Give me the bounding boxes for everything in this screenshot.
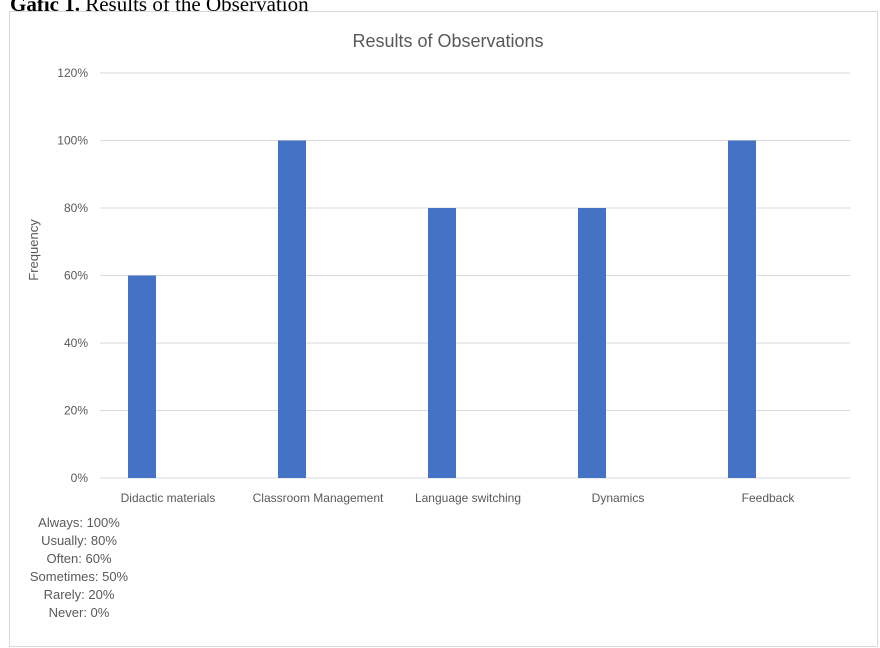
bar: [278, 140, 306, 478]
scale-legend-item: Always: 100%: [38, 515, 120, 530]
bar: [128, 275, 156, 478]
x-tick-label: Feedback: [742, 491, 796, 505]
bar: [578, 208, 606, 478]
y-tick-label: 40%: [64, 336, 88, 350]
scale-legend-item: Sometimes: 50%: [29, 569, 129, 584]
y-tick-label: 0%: [71, 471, 89, 485]
scale-legend: Always: 100% Usually: 80% Often: 60% Someti…: [10, 514, 148, 622]
y-tick-label: 100%: [57, 134, 88, 148]
y-tick-label: 80%: [64, 201, 88, 215]
bar: [728, 140, 756, 478]
scale-legend-item: Rarely: 20%: [43, 587, 115, 602]
y-axis-label: Frequency: [26, 219, 41, 281]
y-tick-labels: 0% 20% 40% 60% 80% 100% 120%: [57, 66, 88, 485]
x-tick-label: Dynamics: [592, 491, 645, 505]
bar: [428, 208, 456, 478]
x-tick-label: Language switching: [415, 491, 521, 505]
y-tick-label: 120%: [57, 66, 88, 80]
bars: [128, 140, 756, 478]
chart-title: Results of Observations: [352, 31, 543, 51]
scale-legend-item: Often: 60%: [46, 551, 112, 566]
x-tick-label: Didactic materials: [121, 491, 216, 505]
scale-legend-item: Usually: 80%: [41, 533, 117, 548]
gridlines: [100, 72, 850, 479]
y-tick-label: 20%: [64, 404, 88, 418]
y-tick-label: 60%: [64, 269, 88, 283]
scale-legend-item: Never: 0%: [48, 605, 110, 620]
x-tick-label: Classroom Management: [253, 491, 384, 505]
x-tick-labels: Didactic materials Classroom Management La…: [121, 491, 796, 505]
